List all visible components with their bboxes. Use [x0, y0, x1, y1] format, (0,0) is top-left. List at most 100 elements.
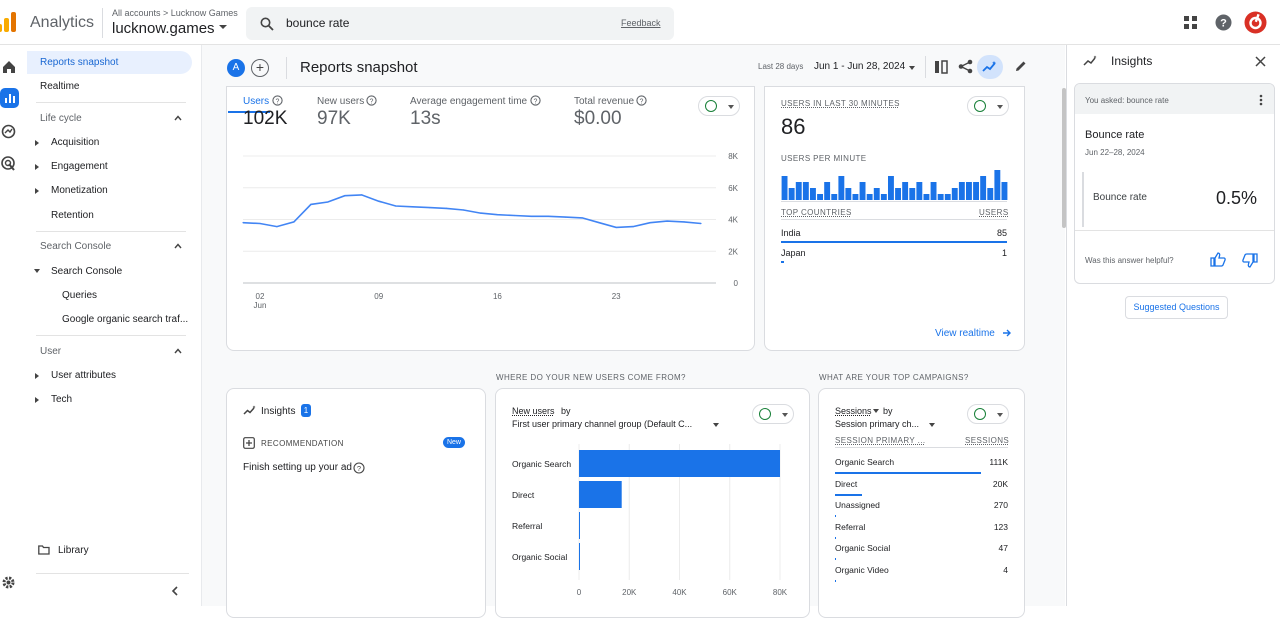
insights-toggle-button[interactable]: [977, 55, 1003, 79]
nav-item-engagement[interactable]: Engagement: [51, 161, 108, 172]
property-selector[interactable]: lucknow.games: [112, 20, 215, 37]
info-icon[interactable]: ?: [530, 95, 541, 106]
add-comparison-button[interactable]: +: [251, 59, 269, 77]
chevron-down-icon[interactable]: [219, 25, 227, 29]
account-breadcrumb[interactable]: All accounts > Lucknow Games: [112, 8, 238, 18]
new-users-bar-chart: 0 20K 40K 60K 80K Organic Search Direct Referra…: [512, 444, 788, 597]
collapse-arrow-icon[interactable]: [34, 269, 40, 273]
account-avatar[interactable]: [1244, 11, 1267, 34]
apps-grid-icon[interactable]: [1184, 16, 1198, 30]
nav-item-reports-snapshot[interactable]: [27, 51, 192, 74]
minute-bar: [866, 194, 873, 200]
info-icon[interactable]: ?: [366, 95, 377, 106]
feedback-link[interactable]: Feedback: [621, 18, 661, 28]
help-icon[interactable]: ?: [1215, 14, 1232, 31]
chart-type-selector[interactable]: [698, 96, 740, 116]
answer-metric-label: Bounce rate: [1093, 192, 1147, 203]
chevron-down-icon[interactable]: [909, 66, 915, 70]
campaigns-type-selector[interactable]: [967, 404, 1009, 424]
sessions-col-header[interactable]: SESSIONS: [965, 436, 1010, 445]
expand-arrow-icon[interactable]: [35, 397, 39, 403]
new-users-metric[interactable]: New users: [512, 406, 555, 416]
nav-item-monetization[interactable]: Monetization: [51, 185, 108, 196]
explore-icon[interactable]: [1, 124, 16, 139]
nav-section-search-console[interactable]: Search Console: [40, 241, 112, 252]
chevron-down-icon[interactable]: [713, 423, 719, 427]
nav-section-user[interactable]: User: [40, 346, 62, 357]
channel-dimension-selector[interactable]: First user primary channel group (Defaul…: [512, 419, 693, 429]
chevron-up-icon[interactable]: [174, 348, 182, 354]
data-point: [327, 201, 329, 203]
campaign-name: Organic Search: [835, 457, 895, 467]
nav-item-user-attributes[interactable]: User attributes: [51, 370, 117, 381]
chevron-up-icon[interactable]: [174, 243, 182, 249]
comparison-avatar[interactable]: A: [227, 59, 245, 77]
nav-item-queries[interactable]: Queries: [62, 290, 98, 301]
nav-item-retention[interactable]: Retention: [51, 210, 94, 221]
session-dimension-selector[interactable]: Session primary ch...: [835, 419, 920, 429]
compare-columns-icon[interactable]: [934, 60, 948, 74]
sessions-bar: [835, 536, 836, 539]
edit-pencil-icon[interactable]: [1014, 59, 1028, 73]
more-vert-icon[interactable]: [1259, 94, 1263, 106]
nav-item-search-console[interactable]: Search Console: [51, 266, 123, 277]
answer-card: [1074, 83, 1275, 284]
chevron-up-icon[interactable]: [174, 115, 182, 121]
home-icon[interactable]: [2, 60, 16, 74]
reports-rail-button[interactable]: [0, 88, 19, 108]
expand-arrow-icon[interactable]: [35, 188, 39, 194]
settings-gear-icon[interactable]: [1, 575, 16, 590]
nav-label-reports-snapshot[interactable]: Reports snapshot: [40, 57, 119, 68]
nav-item-google-organic[interactable]: Google organic search traf...: [62, 314, 189, 325]
sessions-metric[interactable]: Sessions: [835, 406, 872, 416]
realtime-label[interactable]: USERS IN LAST 30 MINUTES: [781, 99, 900, 108]
search-bar[interactable]: bounce rate Feedback: [246, 7, 674, 40]
new-users-section-title: WHERE DO YOUR NEW USERS COME FROM?: [496, 373, 686, 382]
info-icon[interactable]: ?: [272, 95, 283, 106]
expand-arrow-icon[interactable]: [35, 140, 39, 146]
metric-label-new-users[interactable]: New users: [317, 96, 365, 107]
top-countries-header[interactable]: TOP COUNTRIES: [781, 208, 852, 217]
share-icon[interactable]: [958, 59, 973, 74]
minute-bar: [973, 182, 979, 200]
chevron-down-icon[interactable]: [929, 423, 935, 427]
users-header[interactable]: USERS: [979, 208, 1009, 217]
nav-item-tech[interactable]: Tech: [51, 394, 73, 405]
view-realtime-link[interactable]: View realtime: [935, 328, 995, 339]
metric-label-engagement-time[interactable]: Average engagement time: [410, 96, 528, 107]
expand-arrow-icon[interactable]: [35, 164, 39, 170]
advertising-icon[interactable]: [1, 156, 16, 171]
sessions-bar: [835, 558, 836, 560]
nav-item-library[interactable]: Library: [58, 545, 89, 556]
suggested-questions-button[interactable]: Suggested Questions: [1125, 296, 1228, 319]
data-point: [513, 214, 516, 217]
scrollbar-thumb[interactable]: [1062, 88, 1066, 228]
category-label: Direct: [512, 490, 535, 500]
date-range-picker[interactable]: Jun 1 - Jun 28, 2024: [814, 61, 906, 72]
expand-arrow-icon[interactable]: [35, 373, 39, 379]
search-input[interactable]: bounce rate: [286, 16, 350, 30]
thumbs-up-icon[interactable]: [1210, 252, 1226, 267]
realtime-type-selector[interactable]: [967, 96, 1009, 116]
new-users-type-selector[interactable]: [752, 404, 794, 424]
nav-item-realtime[interactable]: Realtime: [40, 81, 80, 92]
collapse-nav-icon[interactable]: [171, 586, 179, 596]
chevron-down-icon[interactable]: [873, 409, 879, 413]
arrow-right-icon[interactable]: [1002, 328, 1012, 338]
metric-label-users[interactable]: Users: [243, 96, 270, 107]
help-circle-icon[interactable]: ?: [353, 462, 365, 474]
nav-item-acquisition[interactable]: Acquisition: [51, 137, 100, 148]
recommendation-icon: [243, 437, 255, 449]
campaign-col-header[interactable]: SESSION PRIMARY ...: [835, 436, 926, 445]
by-label: by: [883, 406, 893, 416]
recommendation-text[interactable]: Finish setting up your ad: [243, 462, 352, 473]
campaign-sessions: 20K: [992, 478, 1008, 489]
thumbs-down-icon[interactable]: [1242, 253, 1258, 268]
close-icon[interactable]: [1255, 56, 1266, 67]
analytics-logo[interactable]: [0, 12, 20, 32]
per-minute-label: USERS PER MINUTE: [781, 154, 867, 163]
info-icon[interactable]: ?: [636, 95, 647, 106]
metric-label-total-revenue[interactable]: Total revenue: [574, 96, 635, 107]
data-point: [445, 207, 448, 209]
nav-section-lifecycle[interactable]: Life cycle: [40, 113, 82, 124]
